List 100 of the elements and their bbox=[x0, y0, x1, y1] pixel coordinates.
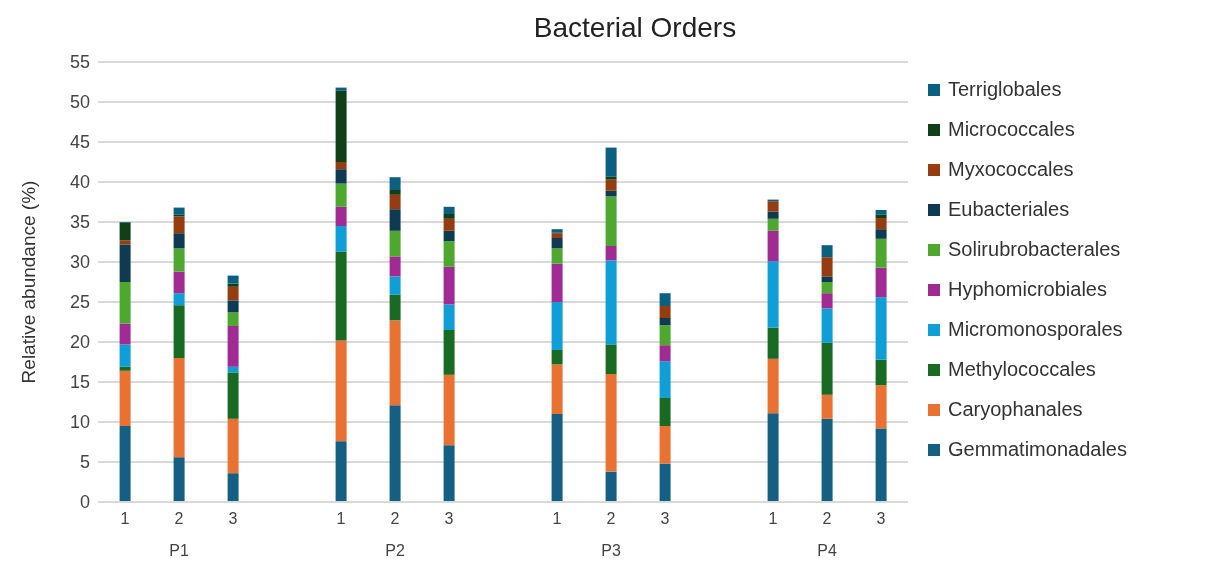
y-tick-label: 10 bbox=[69, 412, 90, 433]
bar bbox=[551, 263, 563, 302]
bar bbox=[389, 209, 401, 231]
x-tick-label: 3 bbox=[876, 510, 886, 527]
bar bbox=[659, 318, 671, 326]
bar bbox=[119, 426, 131, 502]
y-tick-label: 15 bbox=[69, 372, 90, 393]
bar bbox=[119, 323, 131, 345]
x-tick-label: 1 bbox=[120, 510, 130, 527]
bar bbox=[659, 325, 671, 346]
bar bbox=[875, 210, 887, 215]
bar bbox=[389, 194, 401, 210]
bar bbox=[335, 251, 347, 341]
y-tick-label: 40 bbox=[69, 172, 90, 193]
bar bbox=[875, 297, 887, 360]
legend-label: Eubacteriales bbox=[948, 198, 1070, 221]
x-tick-label: 1 bbox=[768, 510, 778, 527]
y-tick-label: 5 bbox=[79, 452, 90, 473]
bar bbox=[767, 327, 779, 359]
bar bbox=[767, 413, 779, 502]
y-tick-label: 50 bbox=[69, 92, 90, 113]
text: P3 bbox=[601, 542, 621, 559]
text: P2 bbox=[385, 542, 405, 559]
bar bbox=[335, 206, 347, 226]
legend-label: Gemmatimonadales bbox=[948, 438, 1127, 461]
bar bbox=[605, 196, 617, 246]
bar bbox=[173, 207, 185, 215]
bar bbox=[227, 473, 239, 502]
bar bbox=[227, 312, 239, 326]
bar bbox=[227, 372, 239, 419]
bar bbox=[227, 283, 239, 287]
y-tick-label: 20 bbox=[69, 332, 90, 353]
bar bbox=[767, 230, 779, 262]
bar bbox=[821, 293, 833, 309]
bar bbox=[605, 147, 617, 177]
bar bbox=[767, 201, 779, 212]
bar bbox=[605, 179, 617, 191]
bar bbox=[659, 426, 671, 464]
bar bbox=[767, 358, 779, 414]
bar bbox=[173, 233, 185, 249]
y-axis-title: Relative abundance (%) bbox=[17, 180, 39, 384]
x-tick-label: 1 bbox=[336, 510, 346, 527]
legend-label: Solirubrobacterales bbox=[948, 238, 1121, 261]
text: P4 bbox=[817, 542, 837, 559]
bar bbox=[551, 238, 563, 249]
bar bbox=[227, 418, 239, 474]
chart-title: Bacterial Orders bbox=[532, 11, 738, 45]
bar bbox=[443, 330, 455, 375]
bar bbox=[875, 385, 887, 429]
bar bbox=[173, 305, 185, 358]
legend-label: Terriglobales bbox=[948, 78, 1062, 101]
bar bbox=[389, 256, 401, 277]
bar bbox=[389, 230, 401, 257]
x-tick-label: 2 bbox=[822, 510, 832, 527]
bar bbox=[119, 240, 131, 245]
x-tick-label: 2 bbox=[390, 510, 400, 527]
bar bbox=[821, 282, 833, 294]
bar bbox=[767, 261, 779, 328]
bar bbox=[821, 257, 833, 277]
bar bbox=[389, 190, 401, 195]
bar bbox=[659, 306, 671, 318]
bar bbox=[173, 248, 185, 272]
text: P1 bbox=[169, 542, 189, 559]
bar bbox=[335, 441, 347, 502]
legend-label: Caryophanales bbox=[948, 398, 1083, 421]
bar bbox=[659, 361, 671, 398]
bar bbox=[389, 177, 401, 190]
legend-label: Micrococcales bbox=[948, 118, 1075, 141]
bar bbox=[875, 359, 887, 386]
legend-label: Hyphomicrobiales bbox=[948, 278, 1107, 301]
legend-label: Micromonosporales bbox=[948, 318, 1123, 341]
bar bbox=[659, 463, 671, 502]
x-tick-label: 3 bbox=[228, 510, 238, 527]
legend-label: Methylococcales bbox=[948, 358, 1096, 381]
bar bbox=[173, 358, 185, 458]
y-tick-label: 45 bbox=[69, 132, 90, 153]
bar bbox=[443, 214, 455, 219]
bar bbox=[335, 340, 347, 442]
bar bbox=[551, 350, 563, 365]
x-tick-label: 3 bbox=[444, 510, 454, 527]
bar bbox=[875, 267, 887, 298]
y-tick-label: 35 bbox=[69, 212, 90, 233]
legend-label: Myxococcales bbox=[948, 158, 1074, 181]
bar bbox=[119, 282, 131, 324]
y-tick-label: 0 bbox=[79, 492, 90, 513]
bar bbox=[227, 275, 239, 284]
bar bbox=[443, 206, 455, 214]
bar bbox=[119, 366, 131, 371]
bar bbox=[443, 304, 455, 330]
bar bbox=[173, 216, 185, 234]
bar bbox=[875, 214, 887, 218]
bar bbox=[227, 300, 239, 313]
bar bbox=[335, 87, 347, 91]
bar bbox=[767, 218, 779, 231]
bar bbox=[119, 222, 131, 241]
bar bbox=[875, 218, 887, 230]
bar bbox=[173, 293, 185, 306]
bar bbox=[875, 428, 887, 502]
bar bbox=[443, 230, 455, 242]
bar bbox=[605, 344, 617, 374]
